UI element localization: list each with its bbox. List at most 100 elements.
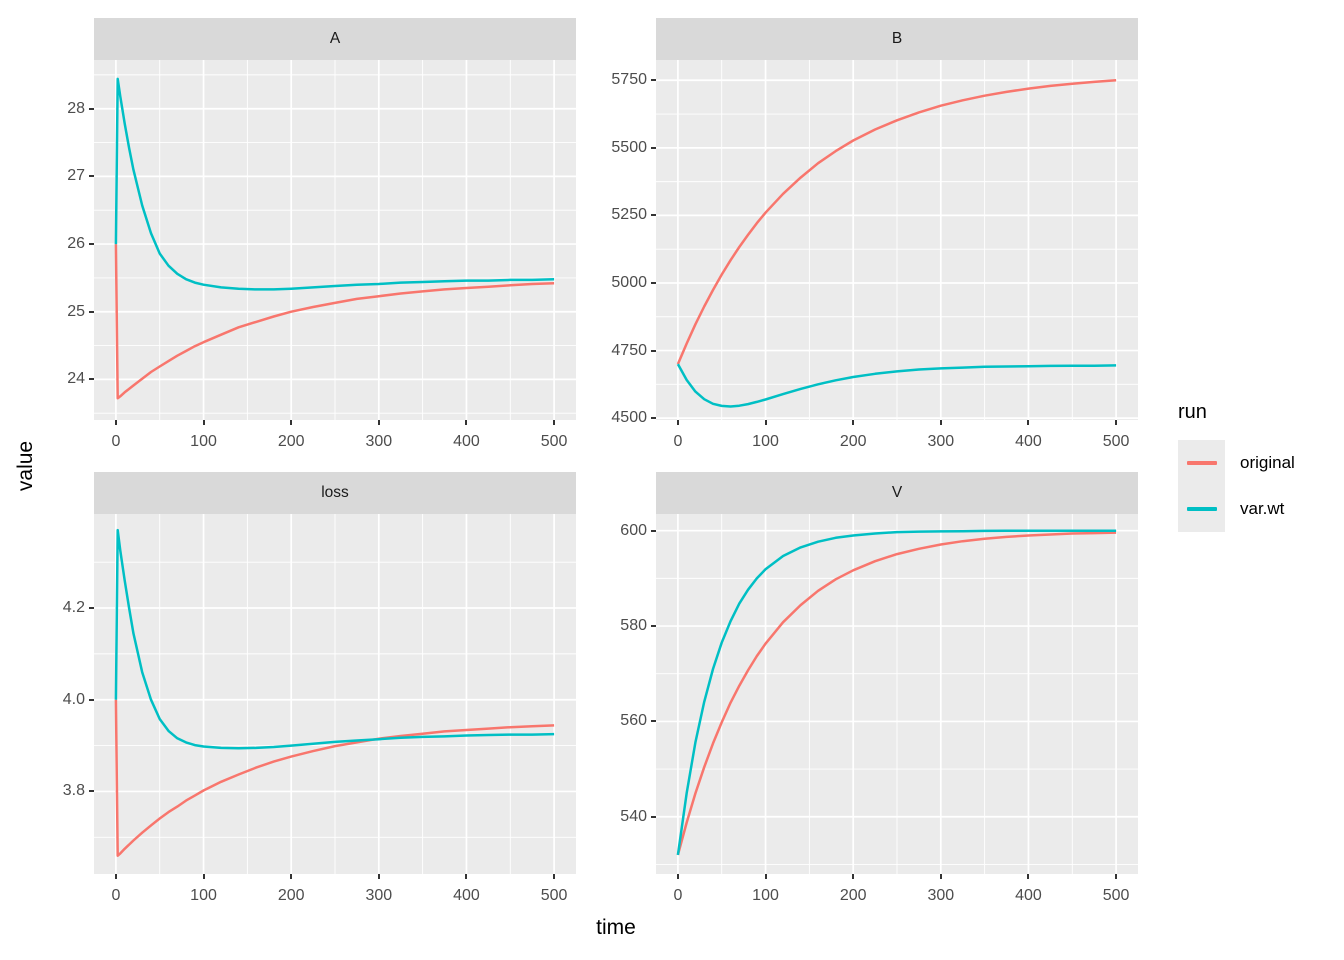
y-axis-title: value [14, 440, 37, 492]
x-axis-tick-mark [290, 874, 293, 879]
y-axis-tick-label: 540 [620, 807, 647, 825]
series-line-original [114, 244, 555, 400]
x-axis-tick-label: 400 [453, 887, 480, 904]
y-axis-tick-label: 600 [620, 521, 647, 539]
x-axis-tick-label: 100 [752, 887, 779, 904]
x-axis-tick-mark [939, 420, 942, 425]
x-axis-tick-label: 100 [190, 433, 217, 450]
y-axis-tick-mark [89, 378, 94, 381]
facet-strip-label: A [94, 18, 576, 60]
series-line-var.wt [676, 529, 1117, 856]
x-axis-tick-mark [1027, 874, 1030, 879]
y-axis-tick-label: 24 [67, 370, 85, 388]
y-axis-tick-mark [651, 720, 656, 723]
x-axis-tick-label: 500 [1102, 887, 1130, 904]
x-axis-tick-mark [114, 874, 117, 879]
y-axis-tick-label: 26 [67, 235, 85, 253]
legend-title: run [1178, 401, 1207, 423]
y-axis-tick-label: 560 [620, 712, 647, 730]
facet-panel-loss: loss 3.8 4.0 4.2 0 100 200 300 400 500 [63, 472, 576, 904]
y-axis-tick-mark [651, 529, 656, 532]
series-line-original [676, 79, 1117, 365]
y-axis-tick-mark [651, 815, 656, 818]
y-axis-tick-mark [89, 107, 94, 110]
x-axis-tick-mark [290, 420, 293, 425]
x-axis-tick-label: 0 [673, 433, 683, 450]
y-axis-tick-label: 580 [620, 617, 647, 635]
x-axis-tick-label: 500 [540, 433, 568, 450]
x-axis-tick-mark [377, 420, 380, 425]
y-axis-tick-label: 27 [67, 167, 85, 185]
x-axis-tick-label: 400 [1015, 887, 1042, 904]
x-axis-tick-label: 200 [277, 887, 305, 904]
y-axis-tick-label: 28 [67, 99, 85, 117]
legend-item-original: original [1178, 440, 1295, 486]
y-axis-tick-mark [89, 698, 94, 701]
y-axis-tick-mark [651, 146, 656, 149]
facet-panel-B: B 4500 4750 5000 5250 5500 5750 0 100 200 300 400 5… [611, 18, 1138, 450]
x-axis-tick-label: 500 [540, 887, 568, 904]
x-axis-tick-mark [764, 874, 767, 879]
x-axis-tick-mark [852, 874, 855, 879]
x-axis-tick-mark [465, 874, 468, 879]
facet-strip-label: B [656, 18, 1138, 60]
panel-plot-area [656, 60, 1138, 420]
panel-plot-area [94, 60, 576, 420]
x-axis-tick-label: 400 [453, 433, 480, 450]
legend-swatch-varwt [1186, 507, 1217, 511]
y-axis-tick-label: 25 [67, 302, 85, 320]
x-axis-tick-label: 200 [277, 433, 305, 450]
facet-panel-V: V 540 560 580 600 0 100 200 300 400 500 [620, 472, 1138, 904]
panel-plot-area [656, 514, 1138, 874]
series-line-var.wt [114, 528, 555, 750]
panel-plot-area [94, 514, 576, 874]
x-axis-tick-label: 500 [1102, 433, 1130, 450]
y-axis-tick-label: 5250 [611, 206, 647, 224]
series-line-original [114, 699, 555, 857]
y-axis-tick-mark [89, 175, 94, 178]
x-axis-tick-mark [852, 420, 855, 425]
y-axis-tick-label: 5750 [611, 71, 647, 89]
y-axis-tick-label: 5500 [611, 138, 647, 156]
x-axis-tick-mark [1115, 420, 1118, 425]
x-axis-tick-label: 300 [365, 887, 393, 904]
x-axis-tick-label: 0 [673, 887, 683, 904]
legend-key-varwt [1178, 486, 1225, 532]
y-axis-tick-mark [89, 310, 94, 313]
series-line-var.wt [114, 77, 555, 291]
y-axis-tick-mark [89, 607, 94, 609]
facet-panel-A: A 24 25 26 27 28 0 100 200 300 400 500 [67, 18, 576, 450]
x-axis-tick-mark [764, 420, 767, 425]
x-axis-title: time [596, 916, 636, 939]
x-axis-tick-label: 300 [927, 433, 955, 450]
x-axis-tick-mark [676, 874, 679, 879]
y-axis-tick-label: 3.8 [62, 782, 85, 800]
x-axis-tick-label: 400 [1015, 433, 1042, 450]
y-axis-tick-mark [651, 417, 656, 420]
legend-label-original: original [1240, 453, 1295, 472]
x-axis-tick-mark [553, 420, 556, 425]
x-axis-tick-mark [1115, 874, 1118, 879]
y-axis-tick-mark [89, 790, 94, 793]
series-line-var.wt [676, 363, 1117, 408]
x-axis-tick-mark [939, 874, 942, 879]
x-axis-tick-label: 0 [111, 433, 121, 450]
x-axis-tick-mark [202, 874, 205, 879]
y-axis-tick-mark [651, 214, 656, 217]
x-axis-tick-label: 100 [752, 433, 779, 450]
legend: run original var.wt [1178, 401, 1295, 532]
y-axis-tick-label: 4.2 [62, 599, 85, 616]
series-line-original [676, 531, 1117, 856]
facet-strip-label: loss [94, 472, 576, 514]
legend-item-varwt: var.wt [1178, 486, 1295, 532]
x-axis-tick-label: 0 [111, 887, 121, 904]
x-axis-tick-mark [465, 420, 468, 425]
x-axis-tick-label: 200 [839, 887, 867, 904]
x-axis-tick-label: 300 [365, 433, 393, 450]
x-axis-tick-mark [114, 420, 117, 425]
y-axis-tick-mark [89, 243, 94, 246]
x-axis-tick-mark [202, 420, 205, 425]
y-axis-tick-label: 4500 [611, 409, 647, 427]
y-axis-tick-mark [651, 349, 656, 352]
